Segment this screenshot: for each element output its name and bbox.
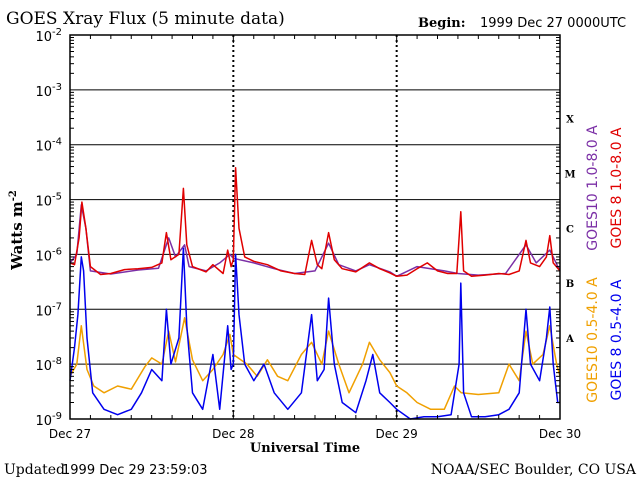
legend-entry-goes10-short: GOES10 0.5-4.0 A — [585, 277, 601, 403]
flare-class-label: X — [566, 115, 574, 126]
series-line-goes10-short — [69, 317, 561, 411]
series-lines — [69, 167, 561, 420]
begin-label: Begin: — [418, 16, 466, 31]
y-tick-base: 10 — [35, 304, 52, 319]
y-tick-exp: -3 — [52, 82, 62, 93]
flare-class-labels: X M C B A — [564, 115, 575, 345]
x-tick-label: Dec 30 — [539, 427, 581, 441]
credit-text: NOAA/SEC Boulder, CO USA — [431, 462, 637, 478]
y-tick-exp: -8 — [52, 356, 62, 367]
y-tick-label: 10-2 — [35, 27, 62, 45]
y-tick-base: 10 — [35, 249, 52, 264]
legend: GOES10 1.0-8.0 A GOES 8 1.0-8.0 A GOES10 0… — [585, 125, 625, 403]
y-tick-base: 10 — [35, 140, 52, 155]
y-tick-base: 10 — [35, 85, 52, 100]
series-line-goes8-long — [69, 167, 561, 278]
series-line-goes10-long — [69, 204, 561, 278]
series-line-goes8-short — [69, 247, 560, 420]
x-tick-label: Dec 28 — [212, 427, 254, 441]
flare-class-label: B — [566, 279, 574, 290]
axes-frame — [69, 34, 561, 420]
flare-class-label: M — [564, 169, 575, 180]
y-tick-label: 10-8 — [35, 356, 62, 374]
x-tick-labels: Dec 27 Dec 28 Dec 29 Dec 30 — [49, 427, 581, 441]
y-axis-label-exp: -2 — [8, 190, 19, 201]
x-tick-label: Dec 29 — [376, 427, 418, 441]
updated-label: Updated — [4, 462, 65, 478]
y-tick-exp: -7 — [52, 301, 62, 312]
begin-value: 1999 Dec 27 0000UTC — [480, 16, 626, 31]
legend-entry-goes10-long: GOES10 1.0-8.0 A — [585, 125, 601, 251]
y-tick-label: 10-5 — [35, 192, 62, 210]
y-tick-exp: -6 — [52, 246, 62, 257]
y-tick-base: 10 — [35, 359, 52, 374]
legend-entry-goes8-short: GOES 8 0.5-4.0 A — [609, 279, 625, 400]
flare-class-label: A — [565, 334, 574, 345]
y-tick-exp: -4 — [52, 137, 62, 148]
x-tick-label: Dec 27 — [49, 427, 91, 441]
plot-frame — [69, 34, 561, 420]
y-tick-exp: -2 — [52, 27, 62, 38]
y-tick-label: 10-3 — [35, 82, 62, 100]
y-tick-label: 10-7 — [35, 301, 62, 319]
y-axis-label: Watts m-2 — [8, 190, 26, 271]
y-tick-exp: -5 — [52, 192, 62, 203]
y-tick-label: 10-4 — [35, 137, 62, 155]
x-axis-label: Universal Time — [250, 441, 360, 456]
chart-title: GOES Xray Flux (5 minute data) — [6, 9, 285, 29]
y-tick-exp: -9 — [52, 411, 62, 422]
y-tick-label: 10-6 — [35, 246, 62, 264]
legend-entry-goes8-long: GOES 8 1.0-8.0 A — [609, 127, 625, 248]
y-tick-base: 10 — [35, 30, 52, 45]
flare-class-label: C — [566, 224, 574, 235]
y-axis-label-base: Watts m — [8, 201, 26, 271]
y-tick-labels: 10-210-310-410-510-610-710-810-9 — [35, 27, 62, 429]
y-tick-label: 10-9 — [35, 411, 62, 429]
updated-value: 1999 Dec 29 23:59:03 — [62, 463, 208, 478]
y-tick-base: 10 — [35, 414, 52, 429]
y-tick-base: 10 — [35, 195, 52, 210]
